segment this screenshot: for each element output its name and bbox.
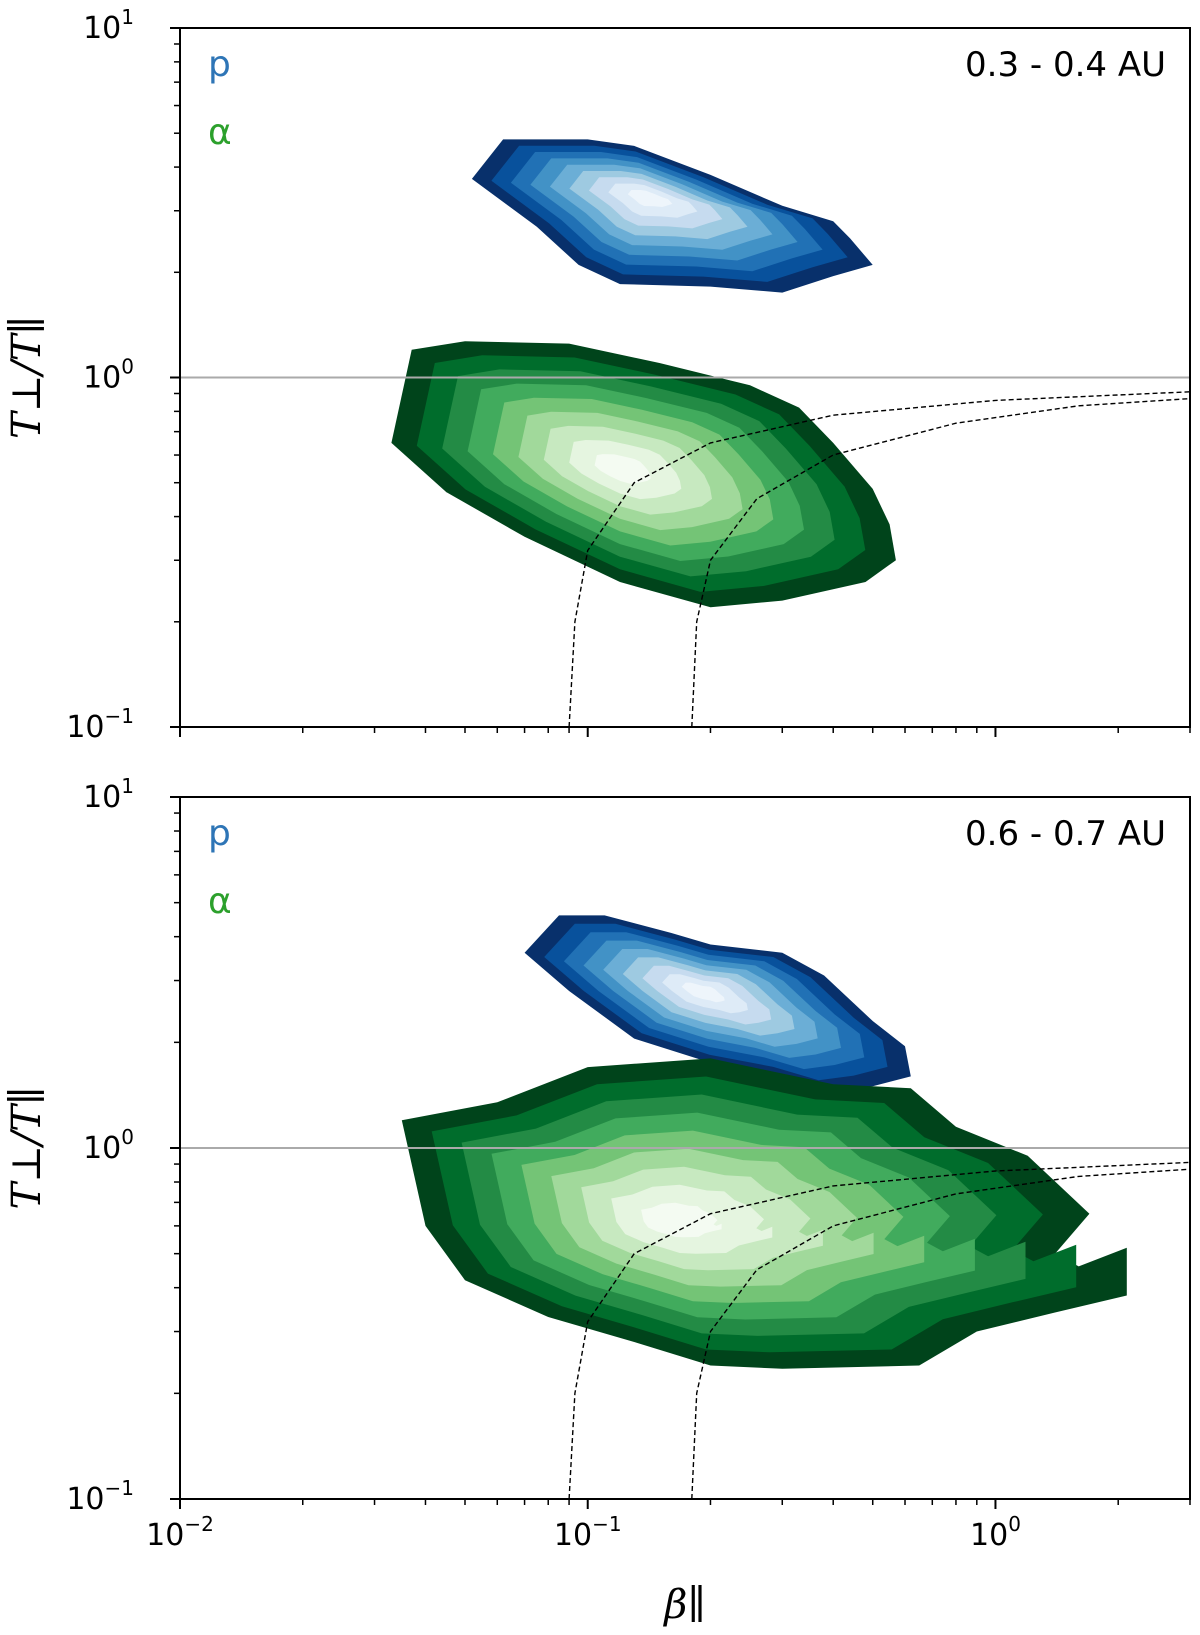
panel-2: 10−2 10−1 100 10−1 100 101 T⊥/T∥ β∥ 0.6 - 0.7 AU… <box>4 774 1191 1628</box>
plot-area <box>180 139 1190 727</box>
y-tick-label: 100 <box>83 355 134 396</box>
instability-threshold-curve-2 <box>691 397 1190 727</box>
y-axis-label: T⊥/T∥ <box>4 316 50 439</box>
contour-series-proton <box>471 139 873 293</box>
contour-series-alpha <box>401 1058 1127 1369</box>
contour-series-alpha <box>391 341 896 608</box>
heliocentric-distance-label: 0.6 - 0.7 AU <box>965 814 1166 854</box>
y-tick-label: 101 <box>83 774 134 815</box>
legend-entry-proton: p <box>208 813 231 854</box>
contour-level-9 <box>641 1202 722 1238</box>
contour-level-9 <box>594 454 651 484</box>
x-axis-label: β∥ <box>662 1582 706 1628</box>
y-tick-label: 100 <box>83 1125 134 1166</box>
x-tick-label: 10−1 <box>554 1512 622 1553</box>
instability-threshold-curve-2 <box>691 1168 1190 1499</box>
plot-area <box>180 915 1190 1499</box>
x-tick-label: 100 <box>970 1512 1021 1553</box>
instability-threshold-curve-1 <box>568 1161 1190 1499</box>
contour-level-9 <box>627 190 673 207</box>
contour-level-9 <box>681 982 725 1003</box>
y-tick-label: 10−1 <box>66 704 134 745</box>
x-tick-label: 10−2 <box>146 1512 214 1553</box>
legend-entry-proton: p <box>208 44 231 85</box>
y-tick-label: 101 <box>83 5 134 46</box>
heliocentric-distance-label: 0.3 - 0.4 AU <box>965 45 1166 85</box>
legend-entry-alpha: α <box>208 112 232 153</box>
contour-series-proton <box>524 915 911 1092</box>
panel-1: 10−1 100 101 T⊥/T∥ 0.3 - 0.4 AU pα <box>4 5 1191 745</box>
y-tick-label: 10−1 <box>66 1476 134 1517</box>
legend-entry-alpha: α <box>208 881 232 922</box>
y-axis-label: T⊥/T∥ <box>4 1087 50 1210</box>
